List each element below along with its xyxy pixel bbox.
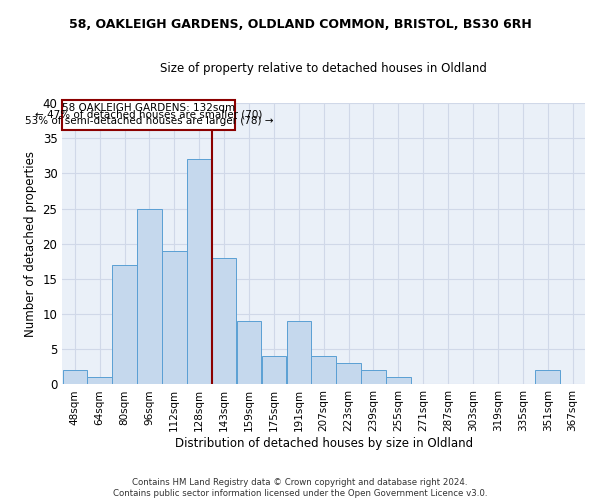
Bar [535,370,560,384]
Text: 58, OAKLEIGH GARDENS, OLDLAND COMMON, BRISTOL, BS30 6RH: 58, OAKLEIGH GARDENS, OLDLAND COMMON, BR… [68,18,532,30]
Bar [137,208,161,384]
Bar [311,356,336,384]
Title: Size of property relative to detached houses in Oldland: Size of property relative to detached ho… [160,62,487,76]
Bar [212,258,236,384]
Bar [162,251,187,384]
Bar [88,378,112,384]
Bar [386,378,410,384]
Bar [112,265,137,384]
Bar [237,321,261,384]
Bar [62,370,87,384]
Text: 53% of semi-detached houses are larger (78) →: 53% of semi-detached houses are larger (… [25,116,273,126]
Bar [337,364,361,384]
Text: Contains HM Land Registry data © Crown copyright and database right 2024.
Contai: Contains HM Land Registry data © Crown c… [113,478,487,498]
Text: ← 47% of detached houses are smaller (70): ← 47% of detached houses are smaller (70… [35,110,262,120]
Bar [62,100,235,130]
Bar [287,321,311,384]
Y-axis label: Number of detached properties: Number of detached properties [24,151,37,337]
Text: 58 OAKLEIGH GARDENS: 132sqm: 58 OAKLEIGH GARDENS: 132sqm [62,103,235,113]
Bar [187,160,211,384]
Bar [262,356,286,384]
X-axis label: Distribution of detached houses by size in Oldland: Distribution of detached houses by size … [175,437,473,450]
Bar [361,370,386,384]
